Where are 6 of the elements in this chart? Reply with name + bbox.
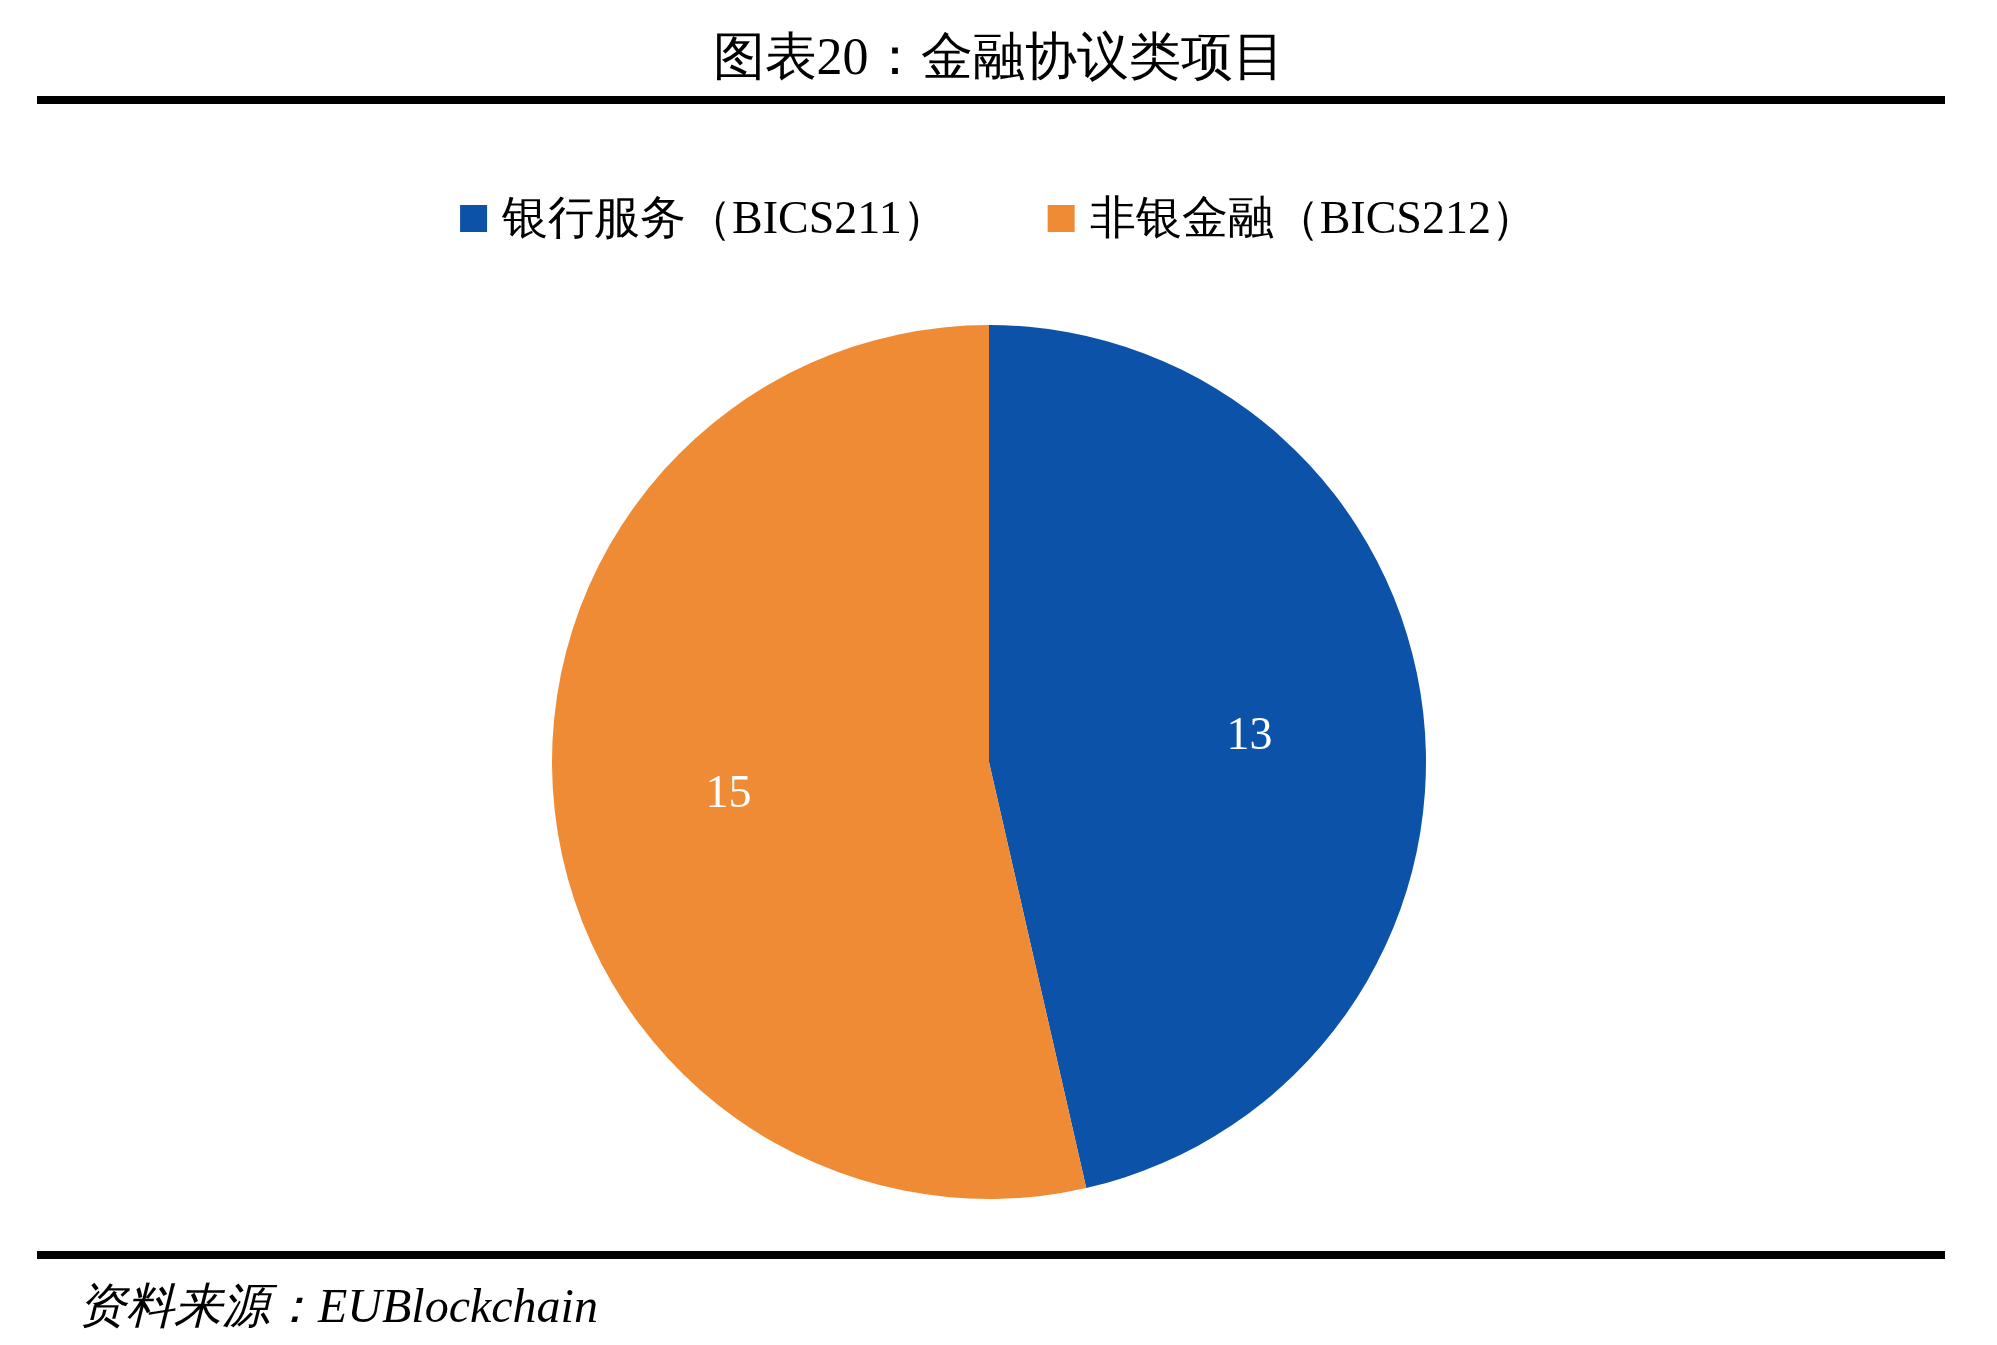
data-label: 15 <box>705 766 752 818</box>
text: 资料来源：EUBlockchain <box>78 1279 598 1332</box>
legend-label: 非银金融（BICS212） <box>1089 192 1537 243</box>
legend-label: 银行服务（BICS211） <box>501 192 948 243</box>
data-label: 13 <box>1226 707 1273 759</box>
chart-title: 图表20：金融协议类项目 <box>712 28 1285 85</box>
